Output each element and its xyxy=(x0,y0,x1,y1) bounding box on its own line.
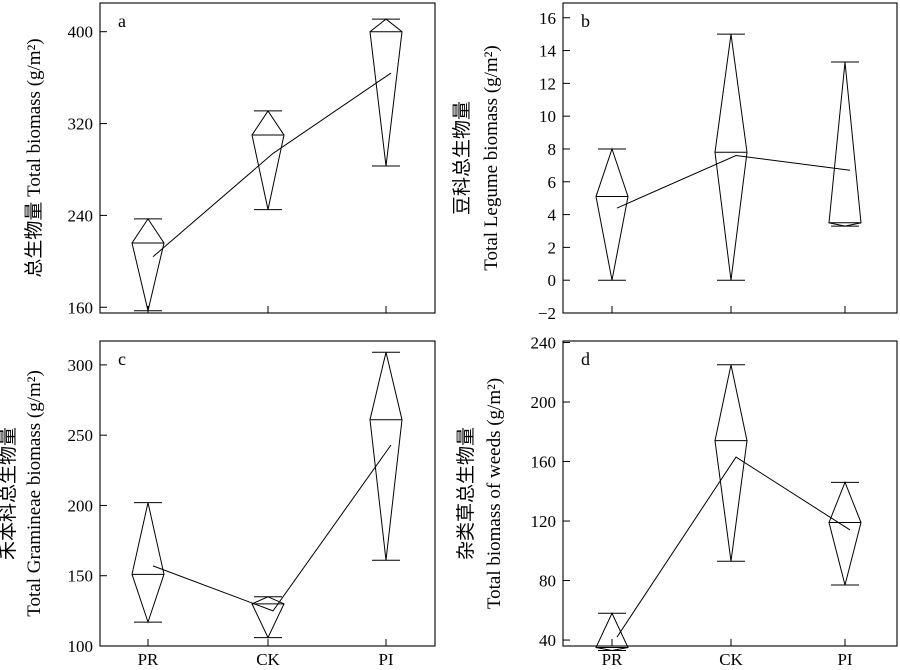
plot-frame xyxy=(562,2,898,314)
y-tick-label: 160 xyxy=(531,453,557,472)
diamond-ck xyxy=(251,110,285,210)
y-tick-label: −2 xyxy=(538,304,556,323)
y-tick-label: 100 xyxy=(68,637,94,656)
y-axis-label: 杂类草总生物量 xyxy=(455,427,477,560)
y-tick-label: 120 xyxy=(531,512,557,531)
mean-line xyxy=(152,444,392,612)
y-tick-label: 250 xyxy=(68,426,94,445)
y-tick-label: 16 xyxy=(539,9,556,28)
mean-line xyxy=(616,456,851,638)
diamond-pr xyxy=(131,502,165,624)
mean-line xyxy=(616,155,851,209)
diamond-ck xyxy=(714,364,748,562)
panel-b: −2 0 2 4 6 8 10 12 14 16 b 豆科总生物量 Total Legume bioma… xyxy=(451,2,898,323)
panel-letter: b xyxy=(581,11,590,31)
panel-letter: c xyxy=(118,349,126,369)
panel-c: 100 150 200 250 300 PR CK PI c 禾本科总生物量 Total Grami… xyxy=(0,340,436,669)
y-tick-label: 2 xyxy=(548,238,557,257)
y-axis-label: Total Gramineae biomass (g/m²) xyxy=(24,370,45,617)
panel-letter: d xyxy=(581,349,590,369)
y-tick-label: 240 xyxy=(68,206,94,225)
y-tick-label: 40 xyxy=(539,631,556,650)
diamond-pi xyxy=(828,61,862,227)
y-tick-label: 8 xyxy=(548,140,557,159)
y-tick-label: 200 xyxy=(531,393,557,412)
x-tick-label-pr: PR xyxy=(138,650,159,669)
y-tick-label: 160 xyxy=(68,298,94,317)
y-tick-label: 12 xyxy=(539,74,556,93)
y-tick-label: 200 xyxy=(68,496,94,515)
y-tick-label: 6 xyxy=(548,173,557,192)
diamond-ck xyxy=(714,34,748,281)
x-tick-label-ck: CK xyxy=(719,650,743,669)
y-tick-label: 14 xyxy=(539,42,557,61)
y-tick-label: 300 xyxy=(68,356,94,375)
y-axis-label: Total biomass of weeds (g/m²) xyxy=(484,378,505,609)
mean-line xyxy=(152,72,392,258)
diamond-pi xyxy=(369,352,403,561)
y-tick-label: 320 xyxy=(68,115,94,134)
panel-a: 160 240 320 400 a 总生物量 Total biomass (g/m²) xyxy=(23,2,436,317)
y-tick-label: 10 xyxy=(539,107,556,126)
x-tick-label-pi: PI xyxy=(837,650,852,669)
y-axis-label: 总生物量 Total biomass (g/m²) xyxy=(23,38,45,277)
y-tick-label: 4 xyxy=(548,206,557,225)
x-tick-label-ck: CK xyxy=(256,650,280,669)
y-tick-label: 150 xyxy=(68,567,94,586)
plot-frame xyxy=(562,340,898,647)
y-axis-label: 豆科总生物量 xyxy=(451,101,473,215)
panel-d: 40 80 120 160 200 240 PR CK PI d 杂类草总生物量 Total biom… xyxy=(455,333,898,669)
y-axis-label: 禾本科总生物量 xyxy=(0,427,19,560)
y-tick-label: 80 xyxy=(539,572,556,591)
y-tick-label: 0 xyxy=(548,271,557,290)
y-tick-label: 400 xyxy=(68,23,94,42)
plot-frame xyxy=(99,340,436,647)
diamond-pr xyxy=(595,147,629,281)
panel-letter: a xyxy=(118,11,126,31)
diamond-pr xyxy=(131,217,165,311)
diamond-pi xyxy=(369,18,403,167)
x-tick-label-pi: PI xyxy=(378,650,393,669)
diamond-pi xyxy=(828,480,862,586)
y-axis-label: Total Legume biomass (g/m²) xyxy=(481,45,502,270)
y-tick-label: 240 xyxy=(531,333,557,352)
x-tick-label-pr: PR xyxy=(602,650,623,669)
